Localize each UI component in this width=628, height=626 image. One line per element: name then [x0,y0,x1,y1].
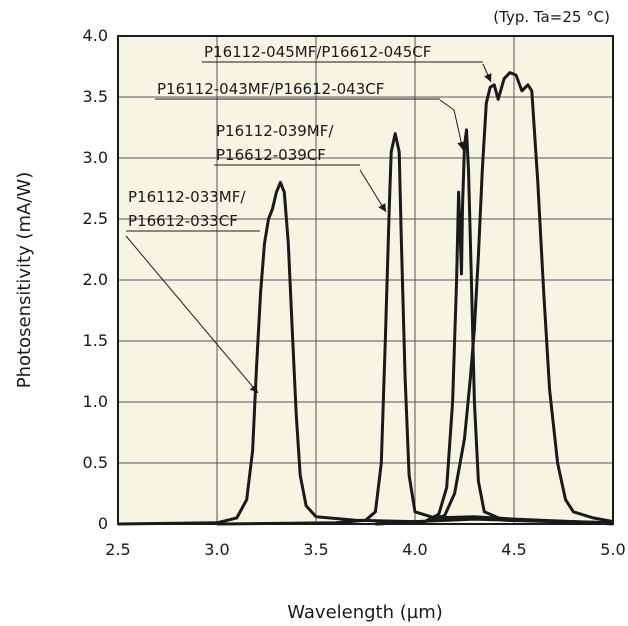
series-label-1: P16112-033MF/ [128,188,246,206]
label-leaders [125,61,492,394]
label-leader-line [439,99,464,151]
x-tick-labels: 2.5 3.0 3.5 4.0 4.5 5.0 [105,540,625,559]
y-tick-label: 4.0 [83,26,108,45]
series-label-1: P16612-033CF [128,212,238,230]
y-tick-label: 0.5 [83,453,108,472]
series-labels: P16112-033MF/P16612-033CF P16112-039MF/P1… [128,43,431,230]
x-tick-label: 5.0 [600,540,625,559]
y-tick-label: 3.5 [83,87,108,106]
y-tick-label: 3.0 [83,148,108,167]
x-tick-label: 3.0 [204,540,229,559]
label-arrowhead [484,73,492,82]
y-tick-label: 2.5 [83,209,108,228]
series-lines [117,71,614,526]
label-arrowhead [457,141,466,150]
label-leader-line [125,235,259,394]
conditions-note: (Typ. Ta=25 °C) [493,8,610,26]
series-label-2: P16112-039MF/ [216,122,334,140]
x-tick-label: 4.0 [402,540,427,559]
y-tick-label: 0 [98,514,108,533]
series-label-3: P16112-043MF/P16612-043CF [157,80,384,98]
y-axis-label: Photosensitivity (mA/W) [14,172,35,388]
y-tick-labels: 0 0.5 1.0 1.5 2.0 2.5 3.0 3.5 4.0 [83,26,108,533]
y-tick-label: 1.5 [83,331,108,350]
y-tick-label: 2.0 [83,270,108,289]
plot-frame [117,35,614,525]
y-tick-label: 1.0 [83,392,108,411]
label-arrowhead [249,384,258,393]
series-label-2: P16612-039CF [216,146,326,164]
series-line-2 [216,132,614,526]
series-line-4 [375,71,614,526]
label-leader-line [359,169,387,213]
x-tick-label: 4.5 [501,540,526,559]
label-arrowhead [378,203,386,212]
series-line-3 [375,128,614,526]
x-tick-label: 2.5 [105,540,130,559]
series-label-4: P16112-045MF/P16612-045CF [204,43,431,61]
x-tick-label: 3.5 [303,540,328,559]
x-axis-label: Wavelength (µm) [287,602,443,623]
